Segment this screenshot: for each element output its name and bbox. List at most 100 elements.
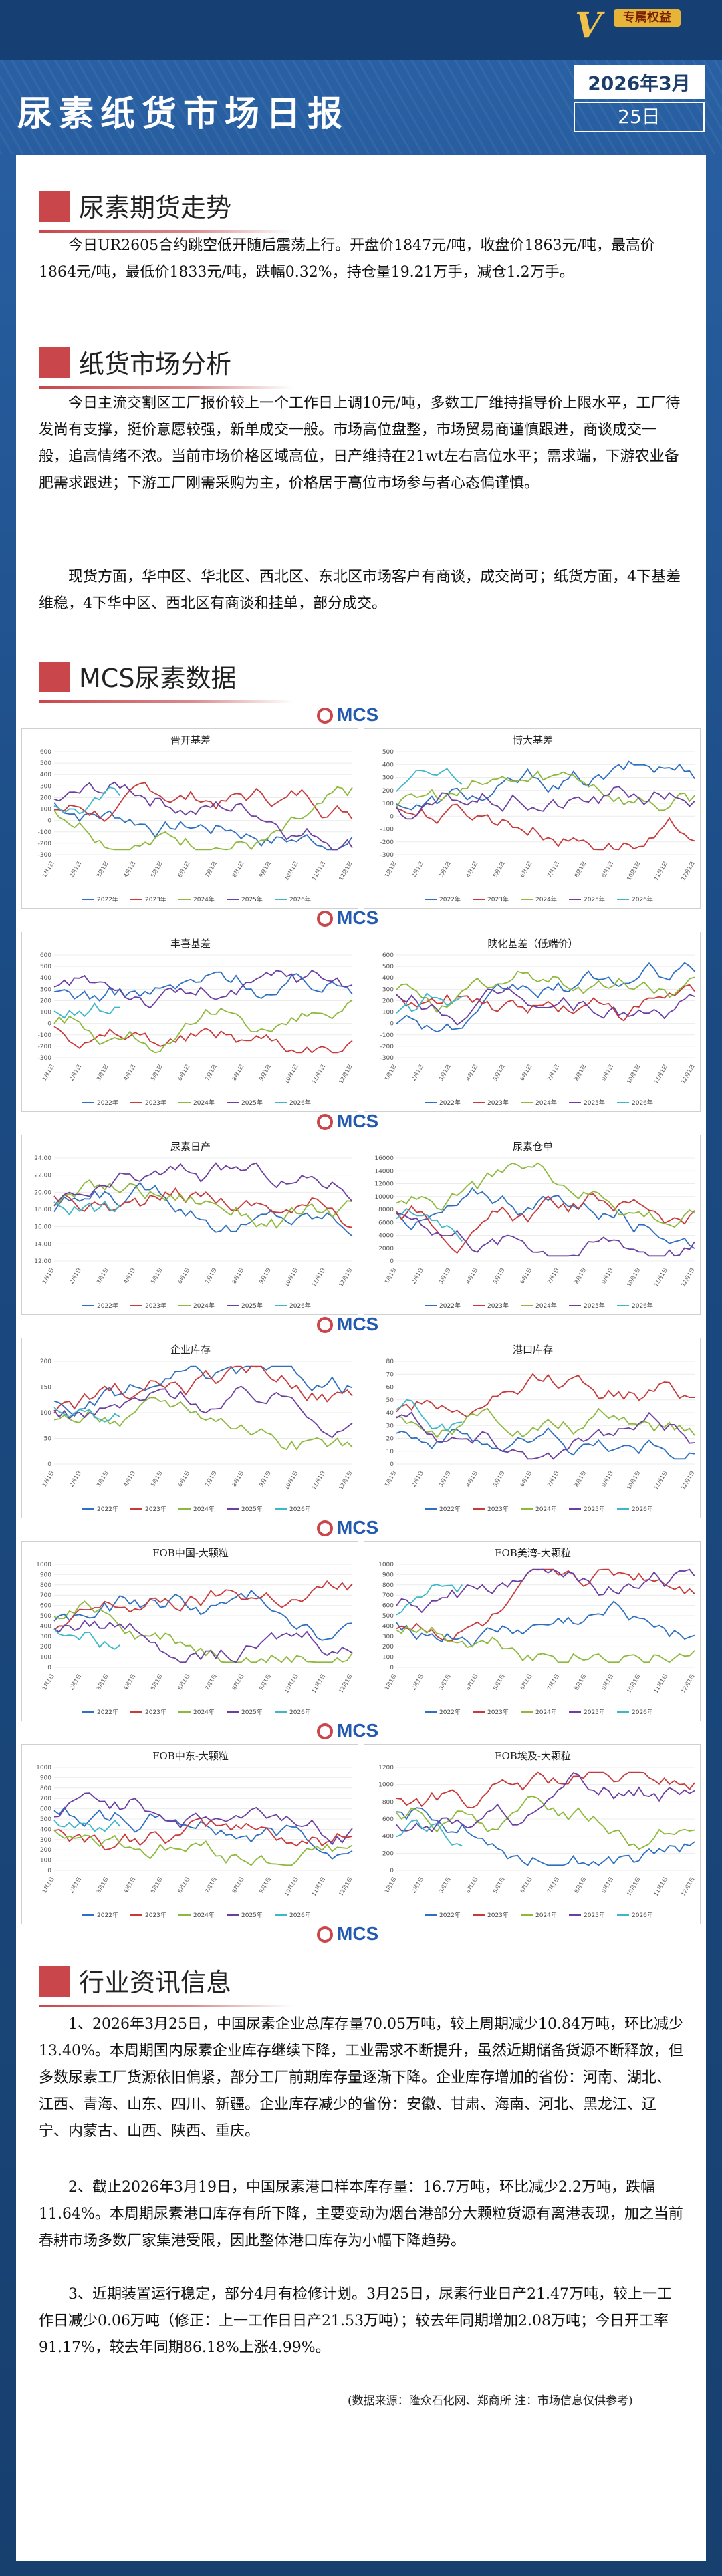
series-line-2024年: [396, 770, 695, 811]
legend-label: 2023年: [487, 1302, 509, 1310]
y-tick-label: 600: [382, 952, 394, 959]
legend-label: 2023年: [145, 895, 166, 903]
y-tick-label: 16.00: [34, 1224, 51, 1231]
series-line-2022年: [396, 962, 695, 1033]
x-tick-label: 9月1日: [600, 1876, 614, 1894]
x-tick-label: 1月1日: [41, 1876, 55, 1894]
x-tick-label: 2月1日: [410, 1267, 425, 1285]
y-tick-label: 200: [382, 788, 394, 795]
section-title: MCS尿素数据: [79, 664, 237, 693]
x-tick-label: 5月1日: [150, 1673, 164, 1691]
x-tick-label: 2月1日: [68, 1064, 82, 1082]
x-tick-label: 12月1日: [338, 1470, 353, 1491]
x-tick-label: 10月1日: [283, 1876, 299, 1898]
x-tick-label: 7月1日: [546, 1064, 560, 1082]
legend-label: 2026年: [289, 1911, 311, 1919]
y-tick-label: 200: [40, 795, 51, 801]
y-tick-label: 300: [40, 783, 51, 790]
x-tick-label: 5月1日: [150, 1267, 164, 1285]
series-line-2022年: [53, 802, 353, 851]
legend-label: 2024年: [535, 1505, 557, 1513]
y-tick-label: 600: [40, 749, 51, 756]
x-tick-label: 10月1日: [283, 1267, 299, 1288]
legend-label: 2022年: [439, 1911, 461, 1919]
series-line-2026年: [396, 1207, 463, 1242]
y-tick-label: 0: [390, 1868, 394, 1874]
vip-badge[interactable]: V 专属权益: [575, 5, 682, 49]
x-tick-label: 6月1日: [519, 861, 533, 879]
y-tick-label: 0: [47, 1868, 51, 1874]
y-tick-label: -300: [38, 1055, 52, 1062]
legend-label: 2024年: [535, 1099, 557, 1107]
y-tick-label: 0: [390, 1461, 394, 1468]
x-tick-label: 10月1日: [283, 1673, 299, 1695]
x-tick-label: 7月1日: [546, 1470, 560, 1488]
y-tick-label: 600: [40, 1603, 51, 1610]
x-tick-label: 3月1日: [438, 1470, 452, 1488]
y-tick-label: 600: [382, 1816, 394, 1823]
y-tick-label: 100: [40, 1010, 51, 1016]
x-tick-label: 1月1日: [41, 861, 55, 879]
y-tick-label: 200: [40, 1358, 51, 1365]
x-tick-label: 8月1日: [231, 861, 245, 879]
y-tick-label: 800: [382, 1799, 394, 1806]
y-tick-label: 100: [382, 1655, 394, 1661]
series-line-2025年: [396, 786, 695, 820]
x-tick-label: 4月1日: [465, 1673, 479, 1691]
y-tick-label: 0: [390, 1021, 394, 1028]
legend-label: 2025年: [584, 895, 605, 903]
chart-11: FOB中东-大颗粒 1000 900 800 700 600 500 400 300 200 100…: [21, 1744, 358, 1924]
x-tick-label: 9月1日: [258, 1470, 272, 1488]
x-tick-label: 1月1日: [41, 1064, 55, 1082]
x-tick-label: 12月1日: [338, 1267, 353, 1288]
series-line-2024年: [396, 1162, 695, 1228]
series-line-2026年: [53, 1628, 120, 1650]
x-tick-label: 10月1日: [283, 1064, 299, 1085]
x-tick-label: 6月1日: [177, 1876, 191, 1894]
series-line-2023年: [396, 984, 695, 1022]
legend-label: 2025年: [241, 1708, 263, 1716]
x-tick-label: 3月1日: [438, 1876, 452, 1894]
chart-svg: 丰喜基差 600 500 400 300 200 100 0 -100 -200 -300 1月1日 2…: [38, 938, 354, 1107]
legend-label: 2023年: [145, 1099, 166, 1107]
mcs-logo: MCS: [317, 704, 397, 726]
legend-label: 2025年: [584, 1302, 605, 1310]
x-tick-label: 12月1日: [680, 1673, 695, 1695]
legend-label: 2022年: [439, 1708, 461, 1716]
y-tick-label: -200: [380, 839, 394, 846]
y-tick-label: -100: [38, 829, 52, 836]
x-tick-label: 4月1日: [122, 1876, 136, 1894]
x-tick-label: 3月1日: [96, 1470, 110, 1488]
y-tick-label: 400: [40, 1623, 51, 1630]
y-tick-label: 500: [382, 1613, 394, 1620]
y-tick-label: 0: [47, 818, 51, 825]
date-year-month: 2026年3月: [574, 65, 705, 99]
y-tick-label: 600: [40, 1806, 51, 1813]
series-line-2023年: [396, 1771, 695, 1809]
x-tick-label: 2月1日: [68, 1470, 82, 1488]
x-tick-label: 5月1日: [150, 1470, 164, 1488]
series-line-2025年: [53, 970, 353, 1009]
series-line-2022年: [53, 1589, 353, 1641]
x-tick-label: 11月1日: [653, 1470, 669, 1491]
x-tick-label: 5月1日: [492, 1267, 506, 1285]
chart-svg: 尿素日产 24.00 22.00 20.00 18.00 16.00 14.00 12.00 1…: [34, 1141, 353, 1310]
legend-label: 2023年: [487, 1099, 509, 1107]
x-tick-label: 7月1日: [546, 1673, 560, 1691]
series-line-2022年: [396, 1600, 695, 1648]
series-line-2022年: [396, 1807, 695, 1866]
x-tick-label: 5月1日: [150, 1876, 164, 1894]
y-tick-label: 600: [382, 1603, 394, 1610]
chart-svg: 港口库存 80 70 60 50 40 30 20 10 0 1月1日 2月1日 3月1日 4月1日 5月1…: [384, 1344, 696, 1513]
x-tick-label: 2月1日: [68, 1267, 82, 1285]
y-tick-label: 16000: [374, 1155, 394, 1162]
legend-label: 2025年: [584, 1911, 605, 1919]
series-line-2023年: [53, 1187, 353, 1228]
chart-title: FOB埃及-大颗粒: [495, 1750, 571, 1762]
x-tick-label: 10月1日: [626, 861, 641, 882]
series-line-2026年: [396, 768, 463, 792]
mcs-logo-icon: [317, 911, 333, 927]
x-tick-label: 3月1日: [96, 1064, 110, 1082]
section-paper-heading: 纸货市场分析: [39, 343, 306, 390]
legend-label: 2023年: [487, 1911, 509, 1919]
